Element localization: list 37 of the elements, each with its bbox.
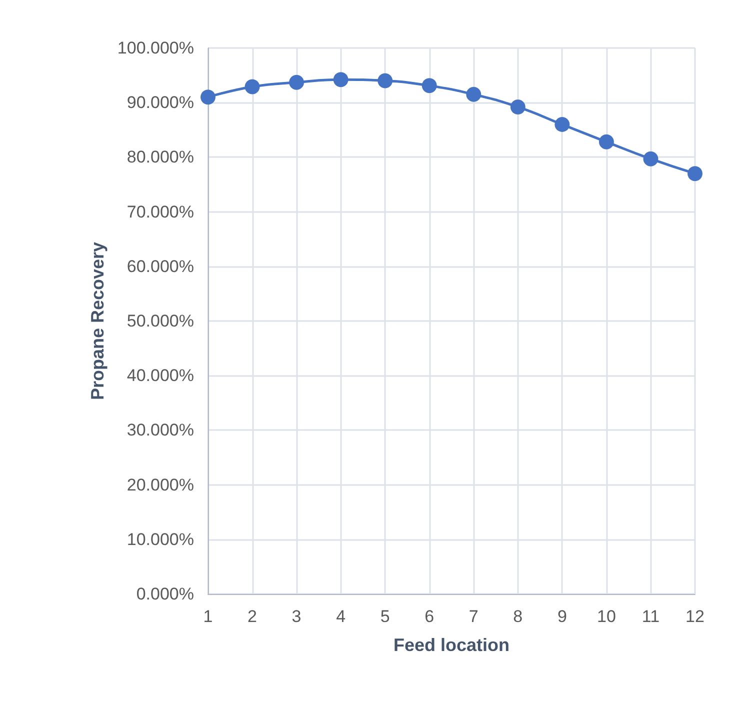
y-tick-label: 20.000% — [126, 475, 194, 494]
x-tick-label: 5 — [380, 607, 390, 626]
y-tick-label: 100.000% — [117, 38, 194, 58]
x-tick-label: 3 — [292, 607, 302, 626]
y-tick-label: 60.000% — [126, 256, 194, 276]
point — [422, 78, 437, 94]
point — [466, 86, 482, 102]
point — [510, 99, 526, 114]
point — [554, 116, 570, 132]
x-tick-label: 11 — [642, 607, 660, 626]
point — [244, 79, 260, 94]
x-tick-label: 1 — [203, 607, 213, 626]
x-tick-label: 10 — [596, 607, 616, 626]
y-tick-label: 0.000% — [136, 584, 194, 604]
x-tick-label: 2 — [248, 607, 258, 626]
x-tick-label: 9 — [557, 607, 567, 626]
y-tick-label: 70.000% — [126, 202, 194, 222]
x-tick-label: 6 — [424, 607, 434, 626]
point — [200, 90, 216, 105]
point — [333, 72, 348, 88]
x-tick-label: 7 — [468, 607, 478, 626]
x-tick-label: 8 — [513, 607, 523, 626]
x-tick-label: 12 — [686, 607, 704, 626]
y-axis-title: Propane Recovery — [88, 242, 108, 400]
y-tick-label: 30.000% — [126, 420, 194, 440]
x-tick-label: 4 — [336, 607, 346, 626]
y-tick-label: 90.000% — [126, 93, 194, 112]
point — [378, 73, 393, 88]
y-tick-label: 10.000% — [126, 530, 194, 549]
point — [643, 151, 658, 166]
point — [688, 166, 702, 182]
y-tick-label: 50.000% — [126, 312, 194, 330]
point — [598, 134, 614, 150]
y-tick-label: 40.000% — [126, 366, 194, 386]
x-axis-title: Feed location — [393, 635, 510, 655]
point — [289, 74, 304, 90]
y-tick-label: 80.000% — [126, 148, 194, 167]
